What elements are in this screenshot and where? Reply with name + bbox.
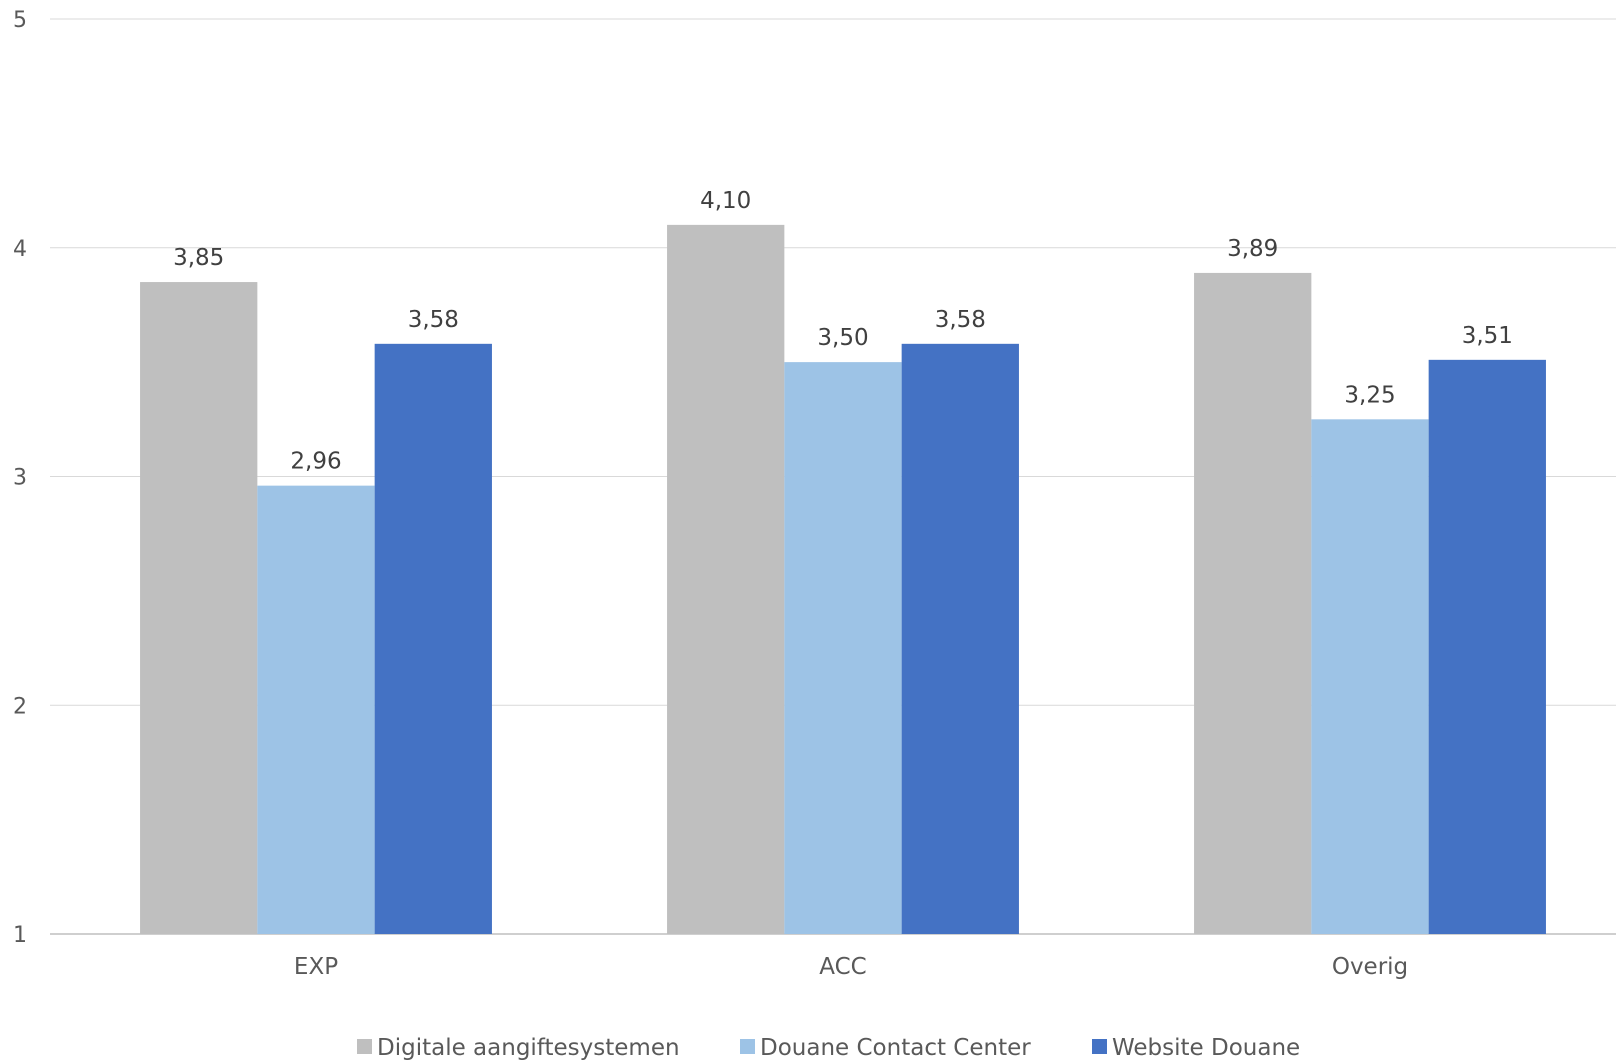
data-label: 3,58: [935, 307, 986, 333]
bar: [140, 282, 258, 934]
x-axis-categories: EXP ACC Overig: [294, 954, 1408, 980]
legend-swatch: [740, 1039, 755, 1054]
data-label: 3,58: [408, 307, 459, 333]
legend-label: Website Douane: [1112, 1035, 1300, 1061]
data-label: 4,10: [700, 188, 751, 214]
data-labels: 3,85 2,96 3,58 4,10 3,50 3,58 3,89 3,25 3,51: [173, 188, 1513, 475]
bar: [667, 224, 785, 934]
y-tick-label: 2: [13, 694, 27, 719]
x-category-label: ACC: [819, 954, 866, 980]
bar: [1311, 419, 1429, 934]
bars: [140, 224, 1546, 935]
legend-swatch: [1092, 1039, 1107, 1054]
x-category-label: Overig: [1332, 954, 1408, 980]
y-tick-label: 5: [13, 8, 27, 33]
data-label: 3,51: [1462, 323, 1513, 349]
data-label: 3,25: [1344, 382, 1395, 408]
bar: [374, 343, 492, 934]
bar: [784, 362, 902, 934]
bar: [1194, 272, 1312, 935]
bar: [1428, 359, 1546, 934]
bar: [901, 343, 1019, 934]
legend-label: Douane Contact Center: [760, 1035, 1031, 1061]
data-label: 2,96: [290, 449, 341, 475]
bar: [257, 485, 375, 934]
y-axis-ticks: 1 2 3 4 5: [13, 8, 27, 948]
legend: Digitale aangiftesystemen Douane Contact …: [357, 1035, 1300, 1061]
y-tick-label: 4: [13, 237, 27, 262]
data-label: 3,89: [1227, 236, 1278, 262]
data-label: 3,85: [173, 245, 224, 271]
legend-swatch: [357, 1039, 372, 1054]
y-tick-label: 1: [13, 923, 27, 948]
data-label: 3,50: [817, 325, 868, 351]
y-tick-label: 3: [13, 466, 27, 491]
x-category-label: EXP: [294, 954, 338, 980]
legend-label: Digitale aangiftesystemen: [377, 1035, 680, 1061]
